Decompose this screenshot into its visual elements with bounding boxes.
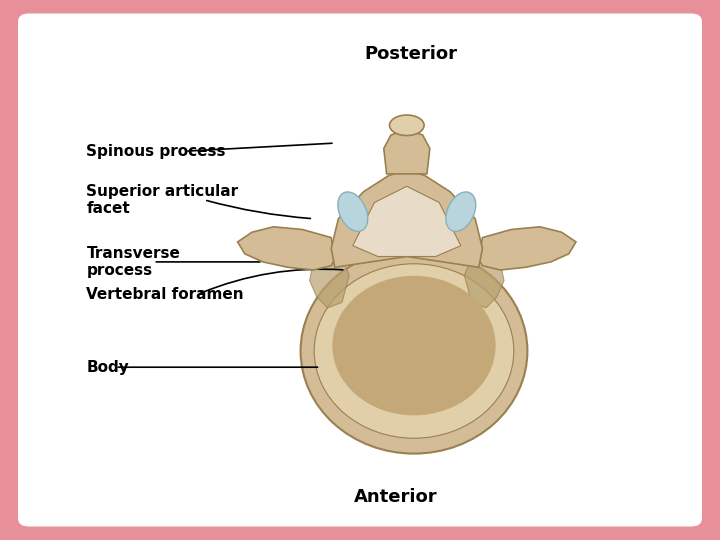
Ellipse shape (333, 276, 495, 415)
Text: Posterior: Posterior (364, 45, 457, 63)
Polygon shape (331, 170, 482, 267)
Polygon shape (310, 248, 349, 308)
Text: Superior articular
facet: Superior articular facet (86, 184, 238, 216)
Text: Anterior: Anterior (354, 488, 438, 506)
Ellipse shape (338, 192, 368, 232)
Polygon shape (479, 227, 576, 270)
Polygon shape (464, 248, 504, 308)
Polygon shape (238, 227, 335, 270)
Ellipse shape (314, 264, 514, 438)
Text: Spinous process: Spinous process (86, 144, 226, 159)
Text: Vertebral foramen: Vertebral foramen (86, 287, 244, 302)
Polygon shape (384, 130, 430, 174)
Text: Transverse
process: Transverse process (86, 246, 180, 278)
Polygon shape (353, 186, 461, 256)
Ellipse shape (446, 192, 476, 232)
Text: Body: Body (86, 360, 129, 375)
Ellipse shape (300, 248, 527, 454)
Ellipse shape (390, 115, 424, 136)
